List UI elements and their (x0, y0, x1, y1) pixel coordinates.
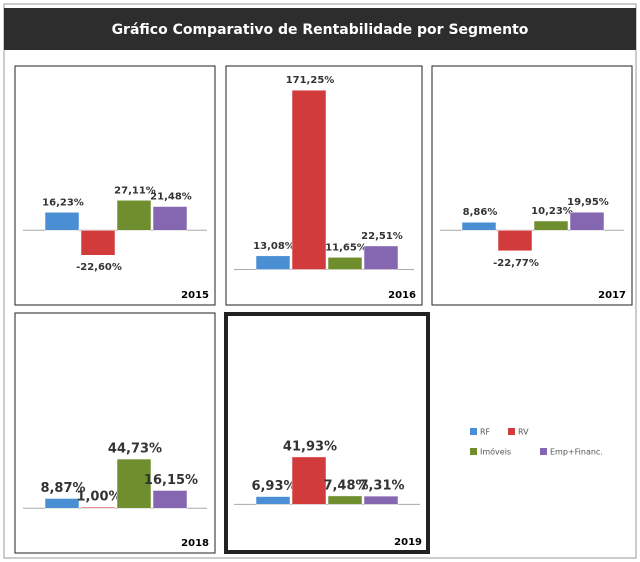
value-label: 11,65% (325, 242, 367, 253)
bar (44, 498, 80, 509)
value-label: 6,93% (251, 479, 296, 494)
bar (80, 230, 116, 256)
year-label: 2018 (181, 538, 209, 549)
value-label: 22,51% (361, 231, 403, 242)
value-label: 13,08% (253, 241, 295, 252)
value-label: 10,23% (531, 206, 573, 217)
bar (497, 230, 533, 252)
legend-label: Emp+Financ. (550, 448, 603, 457)
bar (116, 200, 152, 231)
value-label: -22,77% (493, 258, 539, 269)
year-label: 2017 (598, 290, 626, 301)
value-label: 7,48% (323, 478, 368, 493)
year-label: 2019 (394, 537, 422, 548)
legend-label: RF (480, 428, 491, 437)
panel (14, 312, 216, 554)
panel (431, 65, 633, 306)
bar (327, 257, 363, 270)
bar (569, 211, 605, 231)
bar (116, 458, 152, 509)
value-label: 171,25% (286, 75, 335, 86)
bar (255, 255, 291, 270)
legend-swatch (470, 448, 477, 455)
value-label: 27,11% (114, 185, 156, 196)
value-label: 16,15% (144, 473, 198, 488)
year-label: 2015 (181, 290, 209, 301)
value-label: 8,86% (463, 207, 498, 218)
value-label: 1,00% (76, 490, 121, 505)
value-label: 41,93% (283, 439, 337, 454)
legend-swatch (470, 428, 477, 435)
value-label: 44,73% (108, 442, 162, 457)
legend-label: Imóveis (480, 447, 511, 457)
value-label: 21,48% (150, 192, 192, 203)
bar (255, 496, 291, 505)
title: Gráfico Comparativo de Rentabilidade por… (112, 22, 529, 38)
bar (291, 89, 327, 270)
bar (363, 495, 399, 505)
panel (224, 312, 430, 554)
year-label: 2016 (388, 290, 416, 301)
value-label: 19,95% (567, 197, 609, 208)
bar (152, 206, 188, 231)
value-label: 7,31% (359, 479, 404, 494)
bar (291, 456, 327, 505)
panel (14, 65, 216, 306)
bar (327, 495, 363, 505)
legend-swatch (508, 428, 515, 435)
value-label: -22,60% (76, 262, 122, 273)
legend-swatch (540, 448, 547, 455)
bar (461, 221, 497, 231)
header (4, 8, 636, 50)
bar (44, 212, 80, 231)
value-label: 8,87% (40, 481, 85, 496)
value-label: 16,23% (42, 197, 84, 208)
bar (152, 490, 188, 509)
bar (363, 245, 399, 270)
bar (80, 506, 116, 509)
bar (533, 220, 569, 231)
legend-label: RV (518, 428, 529, 437)
